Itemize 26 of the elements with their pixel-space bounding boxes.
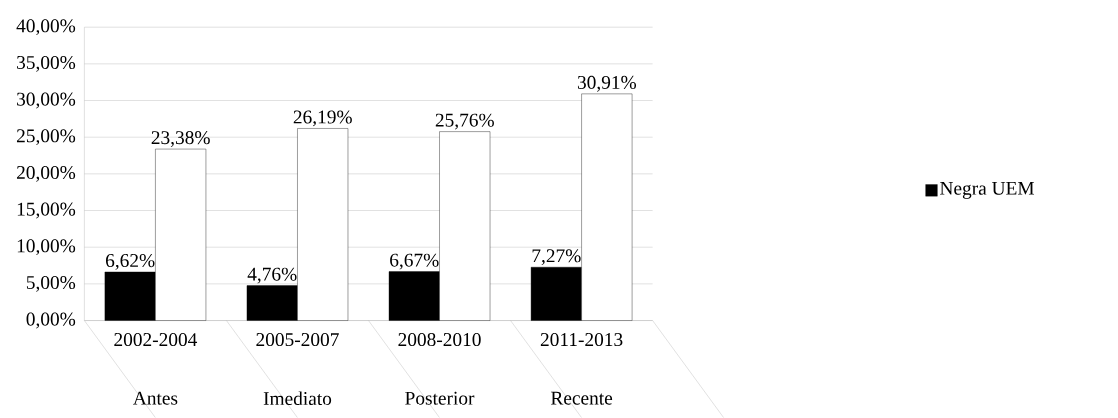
data-label: 7,27% (532, 249, 581, 266)
x-tick-label: 2011-2013 (540, 333, 623, 347)
text: Imediato (263, 391, 332, 406)
text: Antes (133, 391, 178, 405)
y-tick-label: 20,00% (16, 166, 76, 182)
y-tick-label: 25,00% (16, 129, 76, 146)
y-tick-label: 5,00% (26, 276, 76, 292)
text: Posterior (405, 391, 475, 405)
y-tick-label: 35,00% (17, 55, 76, 72)
y-tick-label: 30,00% (17, 92, 76, 109)
y-tick-label: 40,00% (16, 19, 76, 36)
x-tick-label: 2008-2010 (398, 333, 481, 347)
y-tick-label: 0,00% (26, 312, 76, 329)
y-tick-label: 10,00% (17, 239, 76, 256)
data-label: 26,19% (293, 110, 352, 127)
data-label: 6,62% (106, 254, 155, 270)
text: Recente (550, 391, 613, 405)
x-tick-label: 2002-2004 (114, 333, 198, 347)
data-label: 6,67% (390, 253, 439, 270)
data-label: 25,76% (435, 113, 494, 130)
data-label: 30,91% (577, 75, 637, 92)
y-tick-label: 15,00% (17, 202, 76, 219)
data-label: 4,76% (247, 267, 297, 284)
legend-label: Negra UEM (940, 182, 1035, 199)
x-tick-label: 2005-2007 (256, 333, 339, 347)
data-label: 23,38% (151, 131, 210, 147)
